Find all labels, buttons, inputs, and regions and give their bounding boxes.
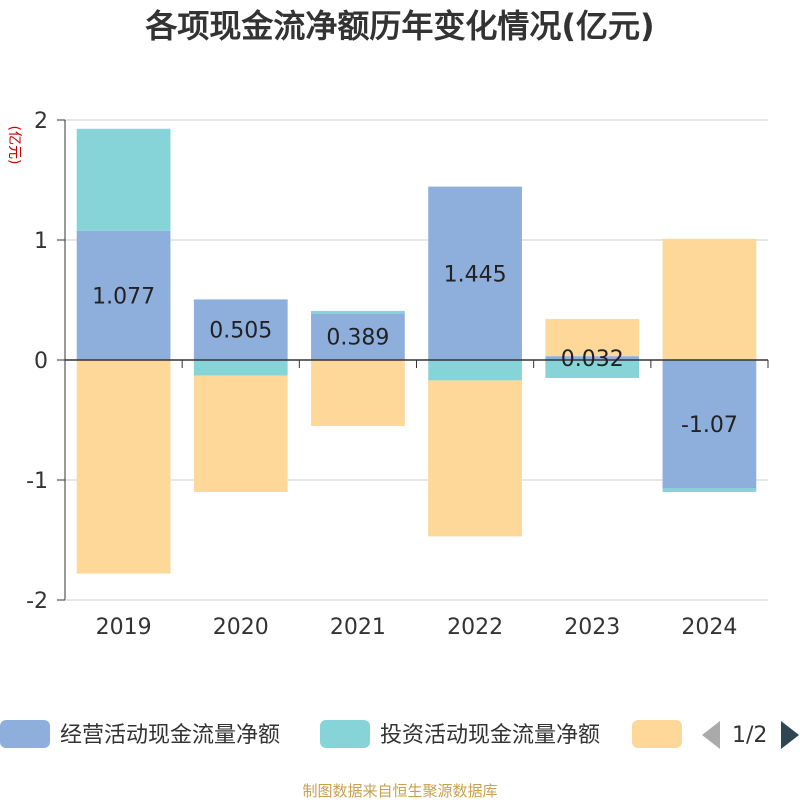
bar [76, 230, 171, 360]
bar [545, 356, 640, 360]
bar-value-label: 0.032 [561, 347, 624, 372]
legend-item-financing[interactable] [632, 720, 682, 748]
bar-value-label: -1.07 [681, 413, 738, 438]
bar [311, 313, 405, 360]
bar [193, 375, 288, 492]
x-tick-label: 2024 [681, 615, 737, 640]
bar [311, 310, 405, 314]
bar [76, 128, 171, 231]
bar-value-label: 0.389 [326, 326, 389, 351]
x-tick-label: 2023 [564, 615, 620, 640]
legend-item-operating[interactable]: 经营活动现金流量净额 [0, 720, 280, 748]
legend: 经营活动现金流量净额 投资活动现金流量净额 1/2 [0, 720, 799, 749]
bar [311, 360, 405, 426]
bar [662, 360, 757, 489]
y-axis-ticks: 2 1 0 -1 -2 [26, 109, 65, 614]
bar [545, 360, 640, 378]
bar-value-label: 1.077 [92, 284, 155, 309]
bar-value-label: 0.505 [209, 319, 272, 344]
bar [193, 299, 288, 360]
data-labels: 1.077 0.505 0.389 1.445 0.032 -1.07 [92, 262, 738, 438]
y-tick-label: -1 [26, 469, 48, 494]
legend-swatch-financing [632, 720, 682, 748]
bar [545, 318, 640, 357]
legend-swatch-investing [320, 720, 370, 748]
bar [428, 186, 522, 360]
legend-page-indicator: 1/2 [732, 723, 767, 748]
bar [662, 238, 757, 360]
x-tick-label: 2021 [330, 615, 386, 640]
legend-prev-page-icon[interactable] [702, 721, 720, 749]
x-tick-label: 2022 [447, 615, 503, 640]
bar [76, 360, 171, 574]
bar [662, 488, 757, 492]
y-axis-unit: (亿元) [6, 126, 22, 165]
legend-next-page-icon[interactable] [781, 721, 799, 749]
legend-item-investing[interactable]: 投资活动现金流量净额 [320, 720, 600, 748]
data-source: 制图数据来自恒生聚源数据库 [302, 782, 497, 800]
y-tick-label: -2 [26, 589, 48, 614]
chart-title: 各项现金流净额历年变化情况(亿元) [145, 7, 654, 45]
bar-value-label: 1.445 [444, 262, 507, 287]
legend-label-investing: 投资活动现金流量净额 [380, 723, 600, 748]
bar [428, 380, 522, 537]
legend-swatch-operating [0, 720, 50, 748]
y-tick-label: 2 [34, 109, 48, 134]
bars [76, 128, 757, 574]
legend-label-operating: 经营活动现金流量净额 [60, 723, 280, 748]
x-axis-ticks: 2019 2020 2021 2022 2023 2024 [64, 360, 769, 640]
x-tick-label: 2020 [213, 615, 269, 640]
y-tick-label: 1 [34, 229, 48, 254]
x-tick-label: 2019 [96, 615, 152, 640]
bar [193, 360, 288, 376]
bar [428, 360, 522, 381]
y-tick-label: 0 [34, 349, 48, 374]
